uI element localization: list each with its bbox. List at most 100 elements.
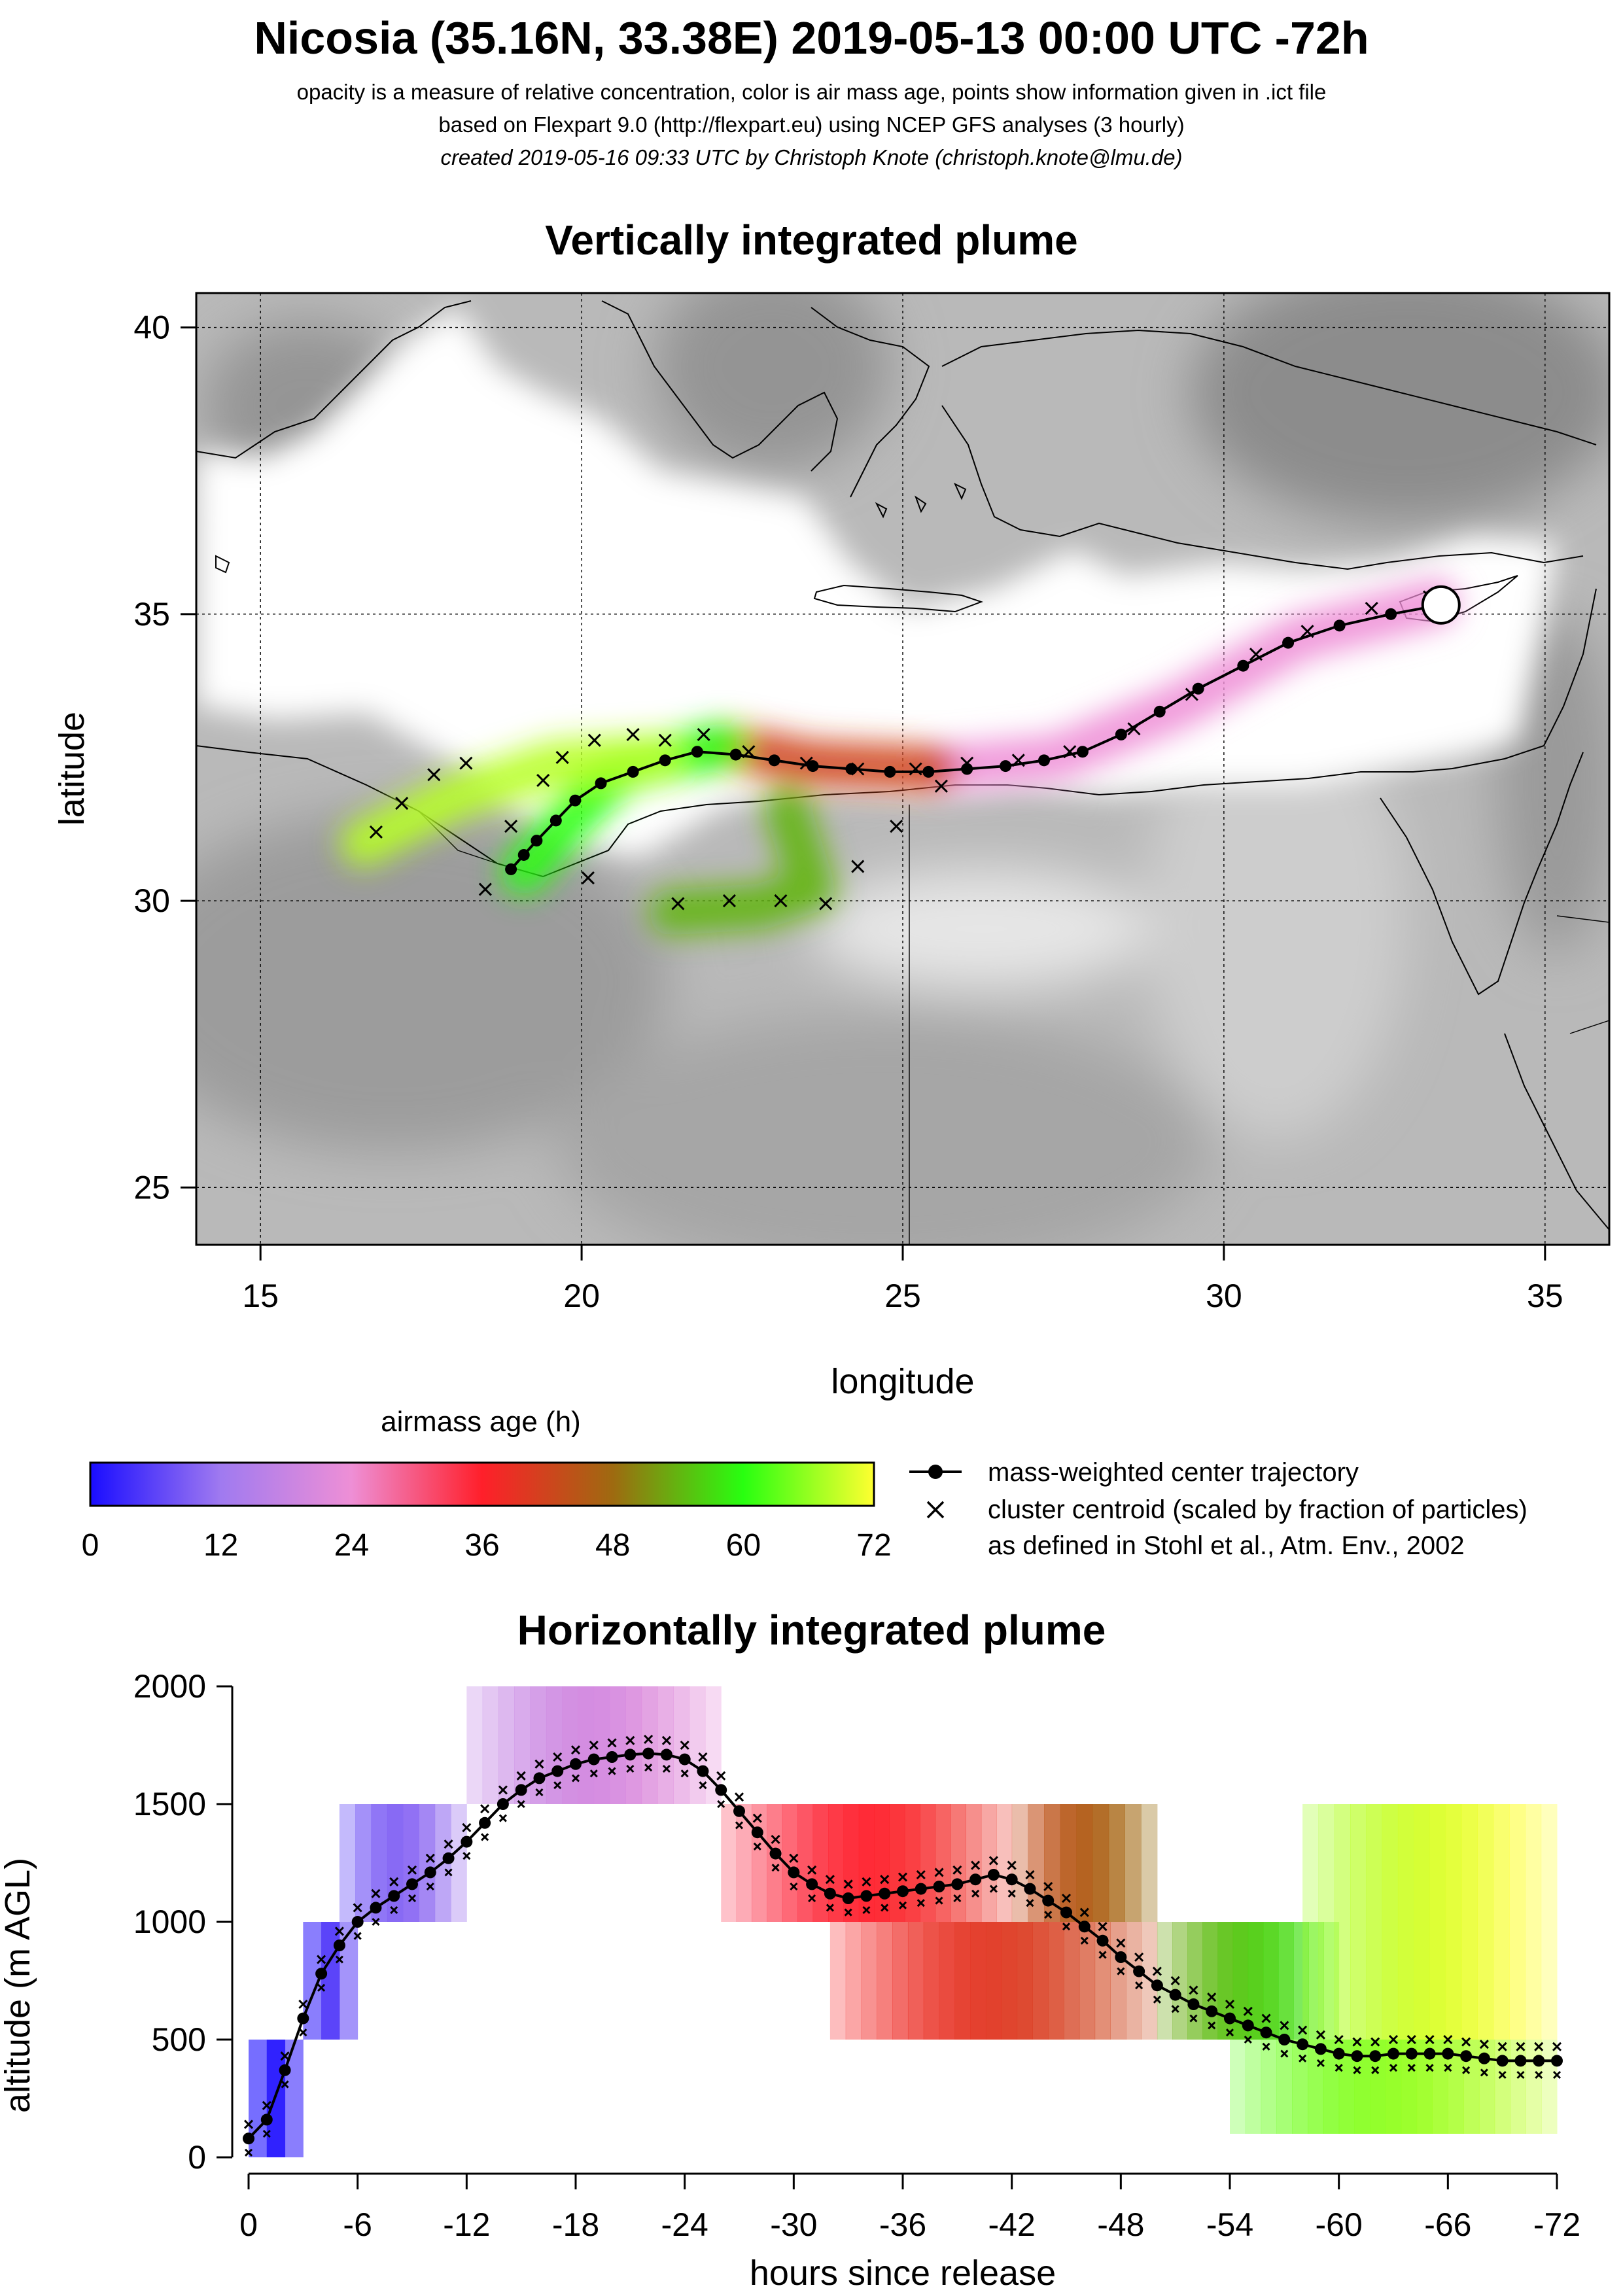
cluster-centroid-mark — [697, 727, 710, 741]
plume-age-band — [387, 1804, 404, 1922]
altitude-centroid-mark — [826, 1904, 834, 1912]
altitude-centroid-mark — [280, 2051, 290, 2061]
altitude-trajectory-point — [678, 1753, 691, 1765]
altitude-centroid-mark — [353, 1903, 362, 1913]
altitude-centroid-mark — [589, 1740, 599, 1750]
altitude-centroid-mark — [1389, 2064, 1398, 2072]
altitude-centroid-mark — [662, 1764, 671, 1773]
altitude-centroid-mark — [880, 1875, 890, 1885]
altitude-centroid-mark — [534, 1759, 544, 1769]
altitude-trajectory-point — [1369, 2050, 1382, 2062]
plume-age-band — [829, 1922, 846, 2040]
plume-age-band — [1541, 1804, 1558, 2040]
cluster-centroid-mark — [587, 733, 601, 747]
altitude-panel-title: Horizontally integrated plume — [517, 1607, 1106, 1654]
plume-age-band — [657, 1686, 674, 1804]
altitude-centroid-mark — [789, 1853, 799, 1863]
plume-age-band — [1509, 1804, 1526, 2040]
plume-age-band — [1445, 1804, 1462, 2040]
altitude-centroid-mark — [425, 1853, 435, 1863]
plume-age-bands — [249, 1686, 1558, 2157]
plume-age-band — [923, 1922, 940, 2040]
plume-age-band — [1429, 1804, 1446, 2040]
altitude-trajectory-point — [951, 1878, 964, 1890]
altitude-centroid-mark — [971, 1860, 981, 1870]
altitude-xtick-label: -30 — [770, 2206, 817, 2243]
altitude-centroid-mark — [390, 1905, 398, 1915]
center-trajectory-point — [1153, 705, 1166, 718]
altitude-centroid-mark — [1117, 1967, 1125, 1975]
colorbar-tick-label: 12 — [203, 1528, 238, 1563]
altitude-centroid-mark — [371, 1888, 381, 1898]
altitude-axes — [217, 1685, 1558, 2189]
altitude-centroid-mark — [516, 1771, 526, 1781]
plume-age-band — [1292, 2040, 1308, 2134]
altitude-centroid-mark — [699, 1781, 707, 1790]
altitude-centroid-mark — [735, 1821, 744, 1830]
plume-age-band — [954, 1922, 971, 2040]
altitude-centroid-mark — [716, 1771, 726, 1781]
altitude-centroid-mark — [1280, 2049, 1289, 2058]
altitude-centroid-mark — [1388, 2034, 1399, 2045]
altitude-centroid-mark — [243, 2119, 254, 2129]
plume-age-band — [1048, 1922, 1064, 2040]
plume-age-band — [562, 1686, 578, 1804]
plume-age-band — [1232, 1922, 1249, 2040]
altitude-trajectory-point — [1224, 2012, 1236, 2025]
altitude-trajectory-point — [897, 1885, 909, 1898]
plume-age-band — [1510, 2040, 1526, 2134]
altitude-trajectory-point — [370, 1902, 382, 1914]
plume-age-band — [1064, 1922, 1080, 2040]
center-trajectory-point — [1385, 608, 1397, 620]
altitude-centroid-mark — [1007, 1889, 1016, 1898]
altitude-trajectory-point — [642, 1747, 655, 1760]
plume-age-band — [1414, 1804, 1431, 2040]
altitude-trajectory-point — [1551, 2055, 1563, 2067]
colorbar-tick-label: 48 — [595, 1528, 630, 1563]
plume-age-band — [466, 1686, 483, 1804]
colorbar-tick-label: 36 — [464, 1528, 499, 1563]
map-xtick-label: 15 — [242, 1278, 279, 1314]
plume-age-band — [1308, 1922, 1325, 2040]
cluster-centroid-mark — [851, 860, 865, 873]
center-trajectory-point — [1192, 682, 1204, 695]
altitude-centroid-mark — [1262, 2042, 1270, 2051]
plume-age-band — [1397, 1804, 1414, 2040]
altitude-tick-labels: 0 -6 -12 -18 -24 -30 -36 -42 -48 -54 -60 -66 -72 0 500… — [133, 1668, 1580, 2243]
plume-age-band — [861, 1922, 877, 2040]
altitude-centroid-mark — [462, 1852, 471, 1860]
plume-age-band — [1526, 2040, 1542, 2134]
plume-age-band — [1076, 1804, 1093, 1922]
cluster-centroid-mark — [774, 894, 788, 908]
release-site-marker — [1421, 585, 1461, 625]
map-ytick-label: 25 — [133, 1169, 170, 1206]
altitude-centroid-mark — [881, 1904, 889, 1912]
colorbar-title: airmass age (h) — [381, 1406, 581, 1438]
altitude-trajectory-point — [751, 1826, 763, 1839]
plume-age-band — [1541, 2040, 1558, 2134]
cluster-centroid-mark — [671, 897, 685, 911]
altitude-centroid-mark — [1225, 2028, 1234, 2037]
plume-age-band — [1126, 1922, 1142, 2040]
altitude-centroid-mark — [1135, 1981, 1143, 1990]
altitude-centroid-mark — [334, 1926, 344, 1936]
plume-segment — [340, 735, 682, 867]
altitude-centroid-mark — [771, 1864, 780, 1872]
altitude-centroid-mark — [553, 1752, 563, 1762]
altitude-centroid-mark — [843, 1879, 853, 1889]
legend: airmass age (h) 0 12 24 36 48 60 72 mass-weigh… — [82, 1406, 1527, 1563]
plume-segment — [648, 786, 836, 935]
altitude-xtick-label: -48 — [1097, 2206, 1144, 2243]
altitude-centroid-mark — [1370, 2037, 1380, 2047]
center-trajectory-point — [922, 765, 935, 778]
mediterranean-sea — [196, 307, 1557, 857]
center-trajectory-point — [1282, 636, 1295, 649]
altitude-trajectory-point — [1169, 1989, 1181, 2001]
plume-age-band — [530, 1686, 547, 1804]
altitude-centroid-mark — [1189, 2014, 1198, 2023]
plume-age-band — [1366, 1804, 1383, 2040]
subtitle-line-2: based on Flexpart 9.0 (http://flexpart.e… — [438, 113, 1185, 137]
altitude-centroid-mark — [989, 1885, 998, 1893]
altitude-trajectory-point — [1096, 1934, 1109, 1947]
altitude-trajectory-point — [1442, 2047, 1454, 2060]
